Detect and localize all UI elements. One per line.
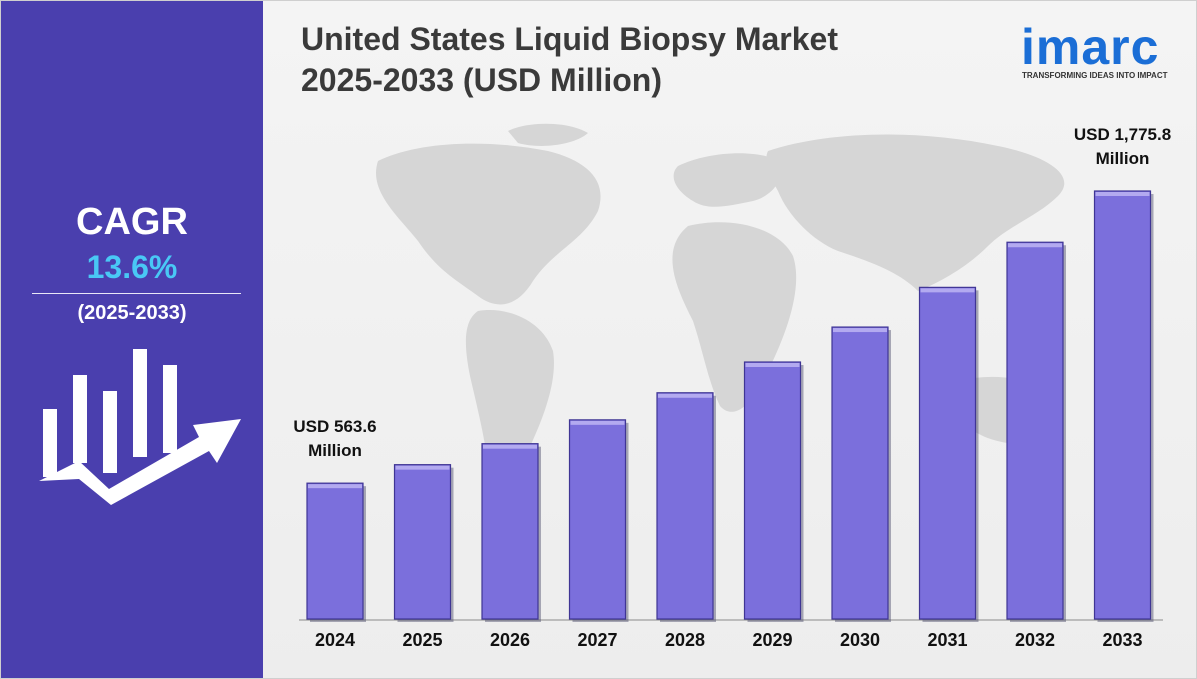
bar-highlight <box>483 444 537 449</box>
bar-2032 <box>1006 241 1064 620</box>
chart-title-line2: 2025-2033 (USD Million) <box>301 62 662 98</box>
bar-2031 <box>918 286 977 620</box>
bar-highlight <box>308 484 362 489</box>
logo-wordmark: imarc <box>1021 19 1160 75</box>
x-tick-label-2031: 2031 <box>927 630 967 650</box>
chart-title: United States Liquid Biopsy Market 2025-… <box>301 19 941 101</box>
bar-2028 <box>656 392 714 620</box>
x-tick-label-2029: 2029 <box>752 630 792 650</box>
bar-2024 <box>306 482 364 620</box>
chart-title-line1: United States Liquid Biopsy Market <box>301 21 838 57</box>
bar-highlight <box>745 363 800 368</box>
cagr-label: CAGR <box>76 201 188 243</box>
bar-chart: 2024 2025 2026 2027 2028 2029 2030 2031 2032 2033… <box>293 125 1171 650</box>
cagr-divider <box>32 293 241 294</box>
data-label-2033-line1: USD 1,775.8 <box>1074 125 1171 144</box>
bar-highlight <box>570 420 625 425</box>
bar-2030 <box>831 326 889 620</box>
bar-highlight <box>833 328 887 333</box>
bar-2033 <box>1093 190 1152 620</box>
x-tick-label-2024: 2024 <box>315 630 355 650</box>
cagr-period: (2025-2033) <box>77 302 187 324</box>
bar-2026 <box>481 443 539 620</box>
imarc-logo: imarc TRANSFORMING IDEAS INTO IMPACT <box>1021 13 1181 83</box>
data-label-2024-line2: Million <box>308 441 362 460</box>
x-tick-label-2033: 2033 <box>1102 630 1142 650</box>
cagr-panel: CAGR 13.6% (2025-2033) <box>1 1 263 678</box>
logo-tagline: TRANSFORMING IDEAS INTO IMPACT <box>1022 71 1168 80</box>
bar-2029 <box>743 361 802 620</box>
bar-2025 <box>393 464 452 620</box>
data-label-2033-line2: Million <box>1096 149 1150 168</box>
growth-chart-arrow-icon <box>39 349 241 505</box>
bar-highlight <box>1008 243 1062 248</box>
x-tick-label-2025: 2025 <box>402 630 442 650</box>
bar-highlight <box>920 288 975 293</box>
data-label-2024-line1: USD 563.6 <box>293 417 376 436</box>
bars-layer: 2024 2025 2026 2027 2028 2029 2030 2031 2032 2033… <box>293 125 1171 650</box>
chart-panel: United States Liquid Biopsy Market 2025-… <box>263 1 1196 678</box>
x-tick-label-2027: 2027 <box>577 630 617 650</box>
x-tick-label-2032: 2032 <box>1015 630 1055 650</box>
x-tick-label-2030: 2030 <box>840 630 880 650</box>
bar-2027 <box>568 419 627 620</box>
x-tick-label-2028: 2028 <box>665 630 705 650</box>
bar-highlight <box>1095 192 1150 196</box>
x-tick-label-2026: 2026 <box>490 630 530 650</box>
bar-highlight <box>395 465 450 470</box>
cagr-value: 13.6% <box>86 249 178 285</box>
bar-highlight <box>658 393 712 398</box>
